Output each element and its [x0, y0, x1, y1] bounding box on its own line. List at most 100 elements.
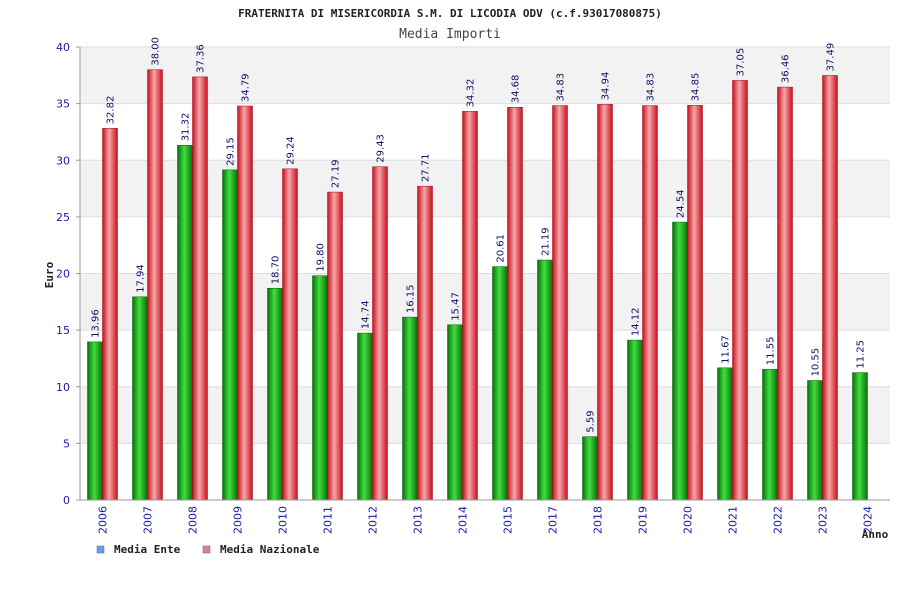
- bar-media-ente-2022: [762, 368, 778, 501]
- bar-media-ente-2020: [672, 221, 688, 501]
- x-tick-label-2022: 2022: [772, 506, 785, 534]
- data-label-media-ente-2012: 14.74: [361, 300, 372, 329]
- data-label-media-ente-2010: 18.70: [271, 256, 282, 285]
- data-label-media-nazionale-2006: 32.82: [106, 96, 117, 125]
- chart-title: FRATERNITA DI MISERICORDIA S.M. DI LICOD…: [238, 7, 662, 20]
- data-label-media-ente-2009: 29.15: [226, 137, 237, 166]
- bar-media-ente-2010: [267, 287, 283, 501]
- x-tick-label-2021: 2021: [727, 506, 740, 534]
- bar-media-ente-2012: [357, 332, 373, 501]
- plot-band: [80, 273, 890, 331]
- bar-media-ente-2006: [87, 341, 103, 501]
- bar-media-ente-2021: [717, 367, 733, 501]
- bar-media-ente-2011: [312, 275, 328, 501]
- bar-media-nazionale-2010: [282, 168, 298, 501]
- y-tick-label: 20: [56, 268, 70, 281]
- bar-media-nazionale-2013: [417, 185, 433, 501]
- plot-band: [80, 443, 890, 500]
- data-label-media-ente-2015: 20.61: [496, 234, 507, 263]
- x-tick-label-2010: 2010: [277, 506, 290, 534]
- x-tick-label-2012: 2012: [367, 506, 380, 534]
- bar-media-ente-2007: [132, 296, 148, 501]
- data-label-media-nazionale-2021: 37.05: [736, 48, 747, 77]
- data-label-media-ente-2020: 24.54: [676, 189, 687, 218]
- data-label-media-nazionale-2023: 37.49: [826, 43, 837, 72]
- data-label-media-ente-2013: 16.15: [406, 284, 417, 313]
- data-label-media-nazionale-2015: 34.68: [511, 75, 522, 104]
- plot-band: [80, 216, 890, 274]
- y-tick-label: 25: [56, 211, 70, 224]
- bar-media-ente-2015: [492, 266, 508, 501]
- data-label-media-nazionale-2014: 34.32: [466, 79, 477, 108]
- bar-media-nazionale-2012: [372, 166, 388, 501]
- x-tick-label-2011: 2011: [322, 506, 335, 534]
- y-tick-label: 5: [63, 437, 70, 450]
- data-label-media-nazionale-2013: 27.71: [421, 154, 432, 183]
- bar-media-ente-2014: [447, 324, 463, 501]
- legend-label-media-nazionale: Media Nazionale: [220, 543, 320, 556]
- data-label-media-ente-2021: 11.67: [721, 335, 732, 364]
- bar-media-nazionale-2007: [147, 69, 163, 501]
- bar-media-ente-2009: [222, 169, 238, 501]
- data-label-media-nazionale-2020: 34.85: [691, 73, 702, 102]
- plot-band: [80, 47, 890, 104]
- data-label-media-nazionale-2009: 34.79: [241, 73, 252, 102]
- x-tick-label-2015: 2015: [502, 506, 515, 534]
- data-label-media-ente-2011: 19.80: [316, 243, 327, 272]
- bar-media-nazionale-2015: [507, 106, 523, 501]
- y-tick-label: 15: [56, 324, 70, 337]
- data-label-media-ente-2006: 13.96: [91, 309, 102, 338]
- data-label-media-nazionale-2017: 34.83: [556, 73, 567, 102]
- bar-media-nazionale-2020: [687, 105, 703, 501]
- data-label-media-ente-2024: 11.25: [856, 340, 867, 369]
- y-axis-title: Euro: [43, 261, 56, 288]
- bar-media-nazionale-2023: [822, 75, 838, 501]
- x-tick-label-2020: 2020: [682, 506, 695, 534]
- plot-band: [80, 103, 890, 161]
- data-label-media-nazionale-2019: 34.83: [646, 73, 657, 102]
- data-label-media-ente-2022: 11.55: [766, 337, 777, 366]
- data-labels: 13.96 32.82 17.94 38.00 31.32 37.36 29.15 34.79…: [91, 37, 867, 433]
- data-label-media-nazionale-2010: 29.24: [286, 136, 297, 165]
- x-axis-ticks: 2006 2007 2008 2009 2010 2011 2012 2013 2014 2015…: [97, 506, 875, 534]
- x-tick-label-2024: 2024: [862, 506, 875, 534]
- y-tick-label: 30: [56, 154, 70, 167]
- bar-media-nazionale-2014: [462, 111, 478, 501]
- x-tick-label-2018: 2018: [592, 506, 605, 534]
- x-axis-title: Anno: [862, 528, 889, 541]
- x-tick-label-2014: 2014: [457, 506, 470, 534]
- bar-media-nazionale-2006: [102, 128, 118, 501]
- bar-media-ente-2013: [402, 316, 418, 501]
- bar-media-nazionale-2009: [237, 105, 253, 501]
- data-label-media-nazionale-2008: 37.36: [196, 44, 207, 73]
- legend-swatch-media-nazionale: [202, 545, 211, 554]
- bar-media-ente-2018: [582, 436, 598, 501]
- y-tick-label: 40: [56, 41, 70, 54]
- legend-swatch-media-ente: [96, 545, 105, 554]
- bar-media-ente-2019: [627, 339, 643, 501]
- bar-media-ente-2024: [852, 372, 868, 501]
- y-tick-label: 35: [56, 98, 70, 111]
- legend-label-media-ente: Media Ente: [114, 543, 181, 556]
- data-label-media-ente-2014: 15.47: [451, 292, 462, 321]
- bar-media-nazionale-2019: [642, 105, 658, 501]
- data-label-media-ente-2007: 17.94: [136, 264, 147, 293]
- x-tick-label-2006: 2006: [97, 506, 110, 534]
- plot-band: [80, 386, 890, 444]
- data-label-media-ente-2023: 10.55: [811, 348, 822, 377]
- y-tick-label: 0: [63, 494, 70, 507]
- bar-media-nazionale-2011: [327, 191, 343, 501]
- data-label-media-nazionale-2018: 34.94: [601, 72, 612, 101]
- x-tick-label-2008: 2008: [187, 506, 200, 534]
- bar-media-nazionale-2018: [597, 104, 613, 501]
- data-label-media-nazionale-2007: 38.00: [151, 37, 162, 66]
- x-tick-label-2019: 2019: [637, 506, 650, 534]
- bar-media-nazionale-2008: [192, 76, 208, 501]
- x-tick-label-2023: 2023: [817, 506, 830, 534]
- bar-media-ente-2008: [177, 145, 193, 501]
- bar-media-nazionale-2022: [777, 86, 793, 501]
- x-tick-label-2013: 2013: [412, 506, 425, 534]
- x-tick-label-2009: 2009: [232, 506, 245, 534]
